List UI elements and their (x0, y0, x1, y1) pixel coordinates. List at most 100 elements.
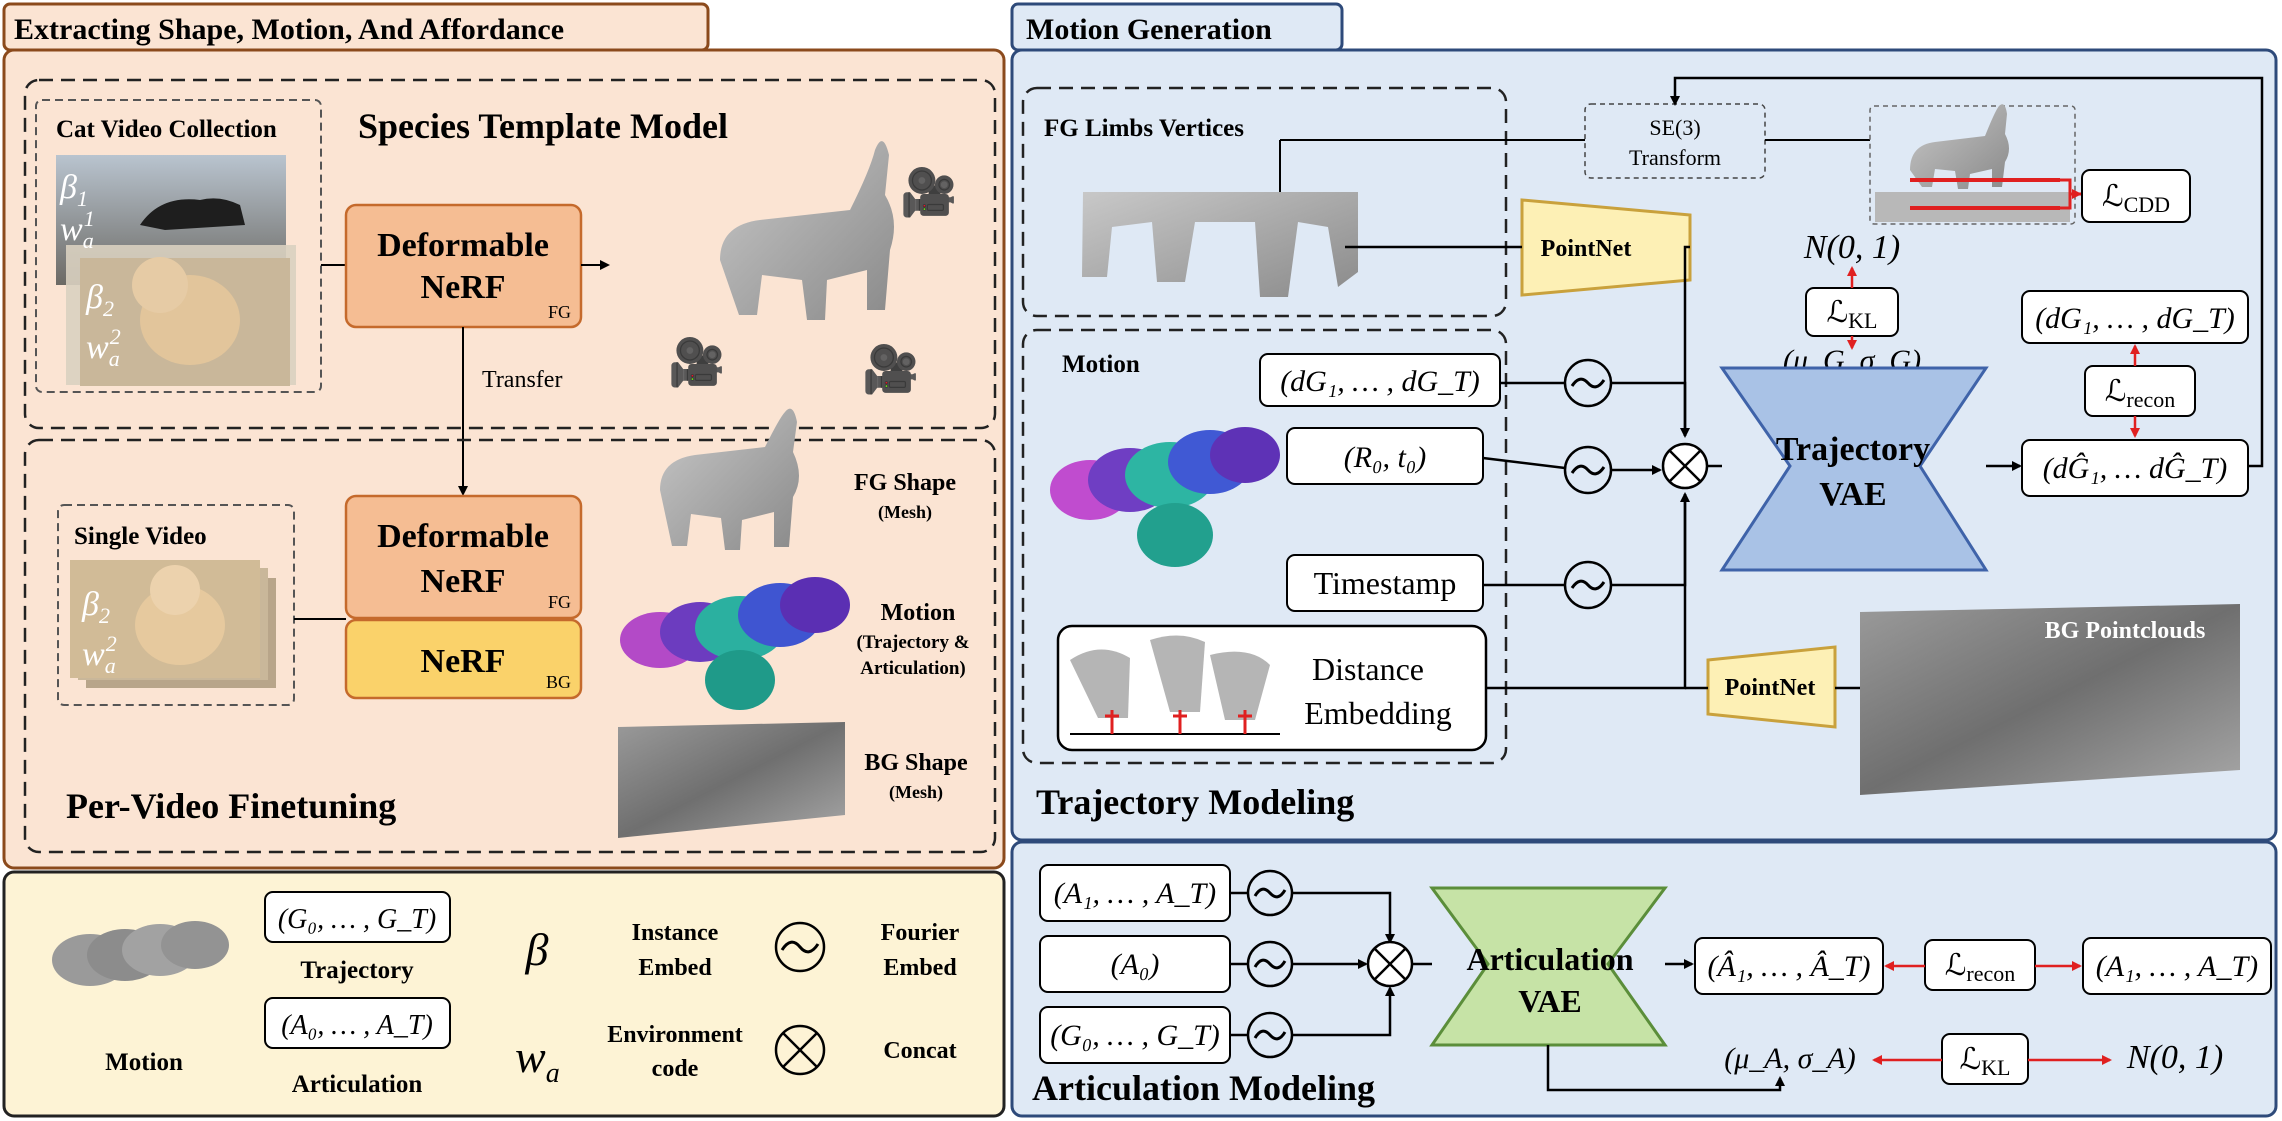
svg-text:wa2: wa2 (82, 631, 117, 678)
deformable-nerf-box-2 (344, 494, 583, 620)
a-input: (A₁, … , A_T) (1054, 877, 1216, 910)
bg-shape-mesh (618, 722, 845, 838)
camera-icon-1: 🎥 (900, 166, 957, 219)
pointnet-1 (1520, 198, 1692, 297)
cat-video-frames (56, 155, 296, 386)
right-motion-label: Motion (1062, 351, 1140, 378)
cat-collection-label: Cat Video Collection (56, 116, 277, 143)
left-tab-title: Extracting Shape, Motion, And Affordance (14, 13, 564, 46)
deformable-nerf-1-line2: NeRF (421, 269, 506, 306)
a-hat-box (1694, 937, 1884, 995)
g-input: (G₀, … , G_T) (1050, 1019, 1220, 1052)
motion-sub-1: (Trajectory & (856, 632, 969, 653)
n01-top: N(0, 1) (1803, 229, 1900, 266)
nerf-bg-box (344, 618, 583, 700)
r0t0: (R₀, t₀) (1344, 441, 1427, 474)
camera-icon-2: 🎥 (668, 336, 725, 389)
fg-shape-sub: (Mesh) (878, 502, 932, 523)
legend-fourier-icon (774, 921, 826, 973)
deformable-nerf-2-line2: NeRF (421, 563, 506, 600)
a-gt: (A₁, … , A_T) (2096, 950, 2258, 983)
legend-fourier-1: Fourier (881, 920, 960, 946)
trajectory-modeling-title: Trajectory Modeling (1036, 782, 1354, 822)
camera-icon-3: 🎥 (862, 343, 919, 396)
legend-panel: Motion (G₀, … , G_T) Trajectory (A₀, … ,… (2, 870, 1006, 1118)
a-gt-box (2082, 937, 2272, 995)
trajectory-vae (1719, 366, 1989, 572)
art-vae-line1: Articulation (1466, 941, 1633, 977)
pointnet-2-label: PointNet (1725, 675, 1816, 701)
deformable-nerf-box-1 (344, 203, 583, 329)
timestamp-box (1286, 554, 1484, 612)
left-panel: Extracting Shape, Motion, And Affordance… (2, 2, 1006, 870)
fg-shape-label: FG Shape (854, 470, 956, 496)
articulation-modeling-title: Articulation Modeling (1032, 1068, 1375, 1108)
motion-sub-2: Articulation) (860, 658, 966, 679)
loss-recon-art: ℒrecon (1945, 949, 2015, 986)
distance-line1: Distance (1312, 651, 1424, 687)
right-panel: Motion Generation FG Limbs Vertices SE(3… (1010, 2, 2278, 842)
articulation-vae (1429, 886, 1668, 1047)
legend-art-formula: (A₀, … , A_T) (281, 1010, 433, 1041)
loss-recon-top-box (2084, 365, 2196, 417)
deformable-nerf-2-line1: Deformable (377, 518, 549, 555)
transfer-label: Transfer (482, 367, 562, 393)
dg-input-box (1259, 353, 1501, 407)
bg-pointclouds-mesh (1860, 604, 2240, 795)
legend-w-symbol: wa (515, 1031, 560, 1089)
pointnet-2 (1706, 645, 1837, 729)
nerf-bg-label: NeRF (421, 643, 506, 680)
loss-cdd: ℒCDD (2102, 180, 2170, 217)
fg-limbs-box (1021, 86, 1508, 318)
concat-node-art (1366, 940, 1414, 988)
dg-hat-box (2021, 439, 2249, 497)
distance-line2: Embedding (1304, 695, 1452, 731)
legend-concat-icon (774, 1024, 826, 1076)
a0-input: (A₀) (1111, 948, 1160, 981)
bg-tag: BG (546, 672, 571, 692)
deformable-nerf-1-line1: Deformable (377, 227, 549, 264)
species-template-box (23, 78, 997, 430)
traj-vae-line1: Trajectory (1776, 431, 1930, 468)
right-motion-mesh (1050, 427, 1280, 567)
n01-art: N(0, 1) (2126, 1039, 2223, 1076)
single-video-symbols: β2 wa2 (81, 586, 117, 678)
motion-mesh-multicolor (620, 577, 850, 710)
legend-instance-1: Instance (632, 920, 719, 946)
legend-traj-formula: (G₀, … , G_T) (278, 904, 436, 935)
fg-shape-mesh (660, 408, 799, 550)
legend-beta-symbol: β (525, 924, 549, 975)
beta-w-symbols: β1 wa1 β2 wa2 (59, 169, 121, 371)
legend-fourier-2: Embed (883, 955, 957, 981)
r0t0-box (1286, 427, 1484, 485)
pointnet-1-label: PointNet (1541, 236, 1632, 262)
mu-sigma-a: (μ_A, σ_A) (1724, 1042, 1855, 1075)
legend-env-2: code (652, 1056, 699, 1082)
legend-art-box (264, 997, 451, 1049)
timestamp: Timestamp (1314, 565, 1457, 601)
w2-symbol: wa2 (86, 324, 121, 371)
loss-recon-top: ℒrecon (2105, 375, 2175, 412)
a-hat: (Â₁, … , Â_T) (1708, 950, 1871, 983)
se3-line2: Transform (1629, 145, 1721, 170)
legend-concat-label: Concat (883, 1038, 956, 1064)
motion-label: Motion (881, 600, 956, 626)
bg-pointclouds-label: BG Pointclouds (2045, 618, 2206, 644)
loss-kl-art: ℒKL (1960, 1043, 2011, 1080)
motion-box (1021, 328, 1508, 765)
single-video-label: Single Video (74, 523, 207, 550)
legend-instance-2: Embed (638, 955, 712, 981)
distance-embed-legs (1070, 635, 1280, 735)
w1-symbol: wa1 (60, 206, 95, 253)
bg-shape-sub: (Mesh) (889, 782, 943, 803)
dg-out-top-box (2021, 290, 2249, 344)
single-video-frames (70, 560, 276, 688)
species-template-title: Species Template Model (358, 106, 728, 146)
traj-vae-line2: VAE (1819, 476, 1886, 513)
legend-motion-mesh (52, 921, 229, 986)
cat-collection-box (35, 99, 322, 393)
concat-node-traj (1661, 442, 1709, 490)
loss-cdd-box (2081, 169, 2191, 223)
